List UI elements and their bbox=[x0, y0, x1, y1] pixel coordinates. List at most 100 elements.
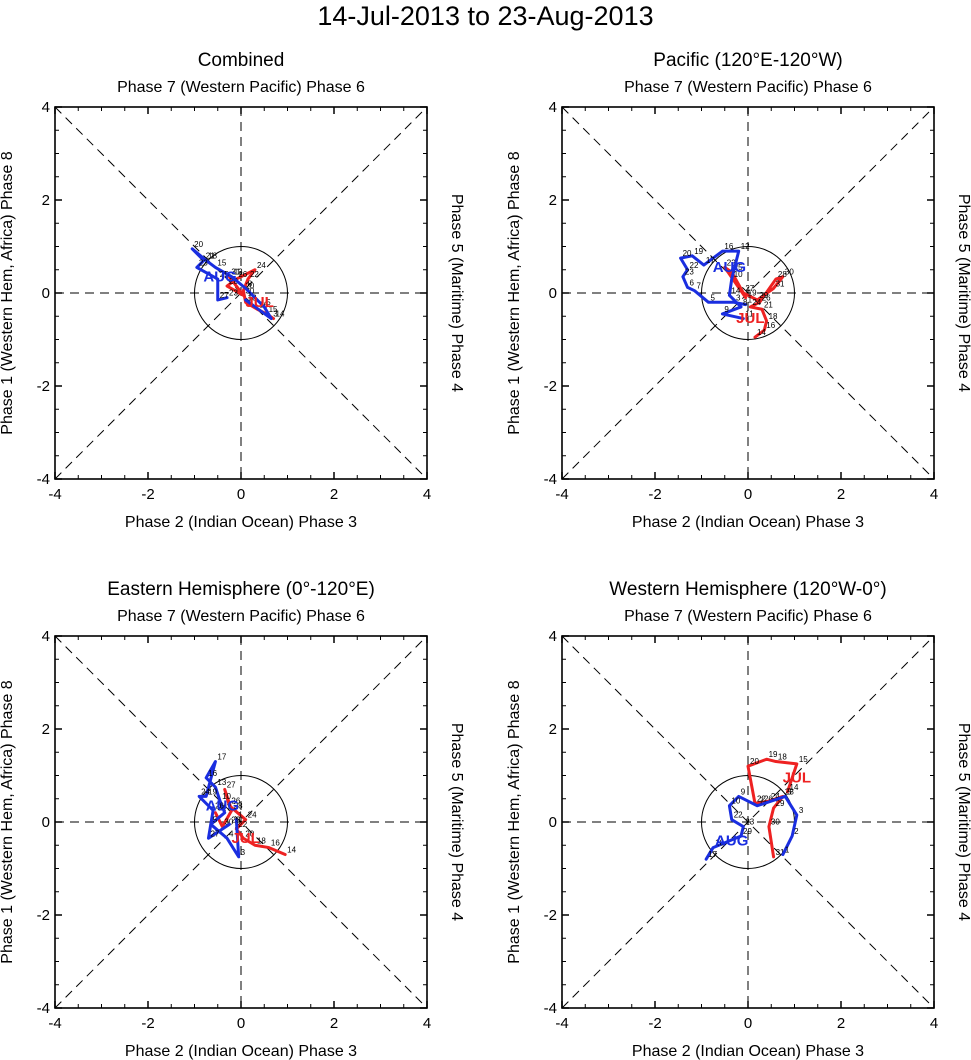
day-label: 25 bbox=[734, 263, 743, 272]
axis-label-top: Phase 7 (Western Pacific) Phase 6 bbox=[117, 79, 365, 96]
day-label: 19 bbox=[694, 247, 703, 256]
day-label: 29 bbox=[776, 799, 785, 808]
day-label: 20 bbox=[194, 240, 203, 249]
day-label: 5 bbox=[213, 815, 218, 824]
day-label: 21 bbox=[764, 300, 773, 309]
day-label: 22 bbox=[238, 820, 247, 829]
day-label: 7 bbox=[759, 797, 764, 806]
day-label: 7 bbox=[227, 804, 232, 813]
day-label: 25 bbox=[220, 270, 229, 279]
y-tick-label: 2 bbox=[42, 721, 50, 738]
axis-label-right: Phase 5 (Maritime) Phase 4 bbox=[448, 194, 465, 392]
x-tick-label: 4 bbox=[423, 1015, 431, 1032]
axis-label-top: Phase 7 (Western Pacific) Phase 6 bbox=[624, 79, 872, 96]
y-tick-label: 2 bbox=[549, 192, 557, 209]
day-label: 9 bbox=[741, 787, 746, 796]
trajectory-jul bbox=[213, 787, 287, 857]
day-label: 20 bbox=[750, 757, 759, 766]
day-label: 1 bbox=[748, 296, 753, 305]
panel-title: Pacific (120°E-120°W) bbox=[653, 50, 842, 71]
day-label: 16 bbox=[724, 242, 733, 251]
x-tick-label: 2 bbox=[837, 1015, 845, 1032]
month-label-aug: AUG bbox=[203, 268, 236, 285]
x-tick-label: 4 bbox=[930, 1015, 938, 1032]
month-label-jul: JUL bbox=[231, 830, 259, 847]
x-tick-label: 2 bbox=[837, 486, 845, 503]
day-label: 1 bbox=[238, 811, 243, 820]
month-label-jul: JUL bbox=[245, 294, 273, 311]
x-tick-label: 4 bbox=[423, 486, 431, 503]
day-label: 18 bbox=[208, 251, 217, 260]
day-label: 8 bbox=[248, 279, 253, 288]
day-label: 3 bbox=[273, 310, 278, 319]
day-label: 17 bbox=[706, 256, 715, 265]
day-label: 14 bbox=[757, 328, 766, 337]
y-tick-label: 0 bbox=[42, 285, 50, 302]
y-tick-label: 0 bbox=[42, 814, 50, 831]
day-label: 22 bbox=[690, 261, 699, 270]
month-label-aug: AUG bbox=[713, 259, 746, 276]
axis-label-left: Phase 1 (Western Hem, Africa) Phase 8 bbox=[0, 680, 16, 963]
day-label: 27 bbox=[220, 291, 229, 300]
month-label-aug: AUG bbox=[206, 797, 239, 814]
unit-circle bbox=[701, 246, 795, 340]
y-tick-label: -4 bbox=[544, 471, 557, 488]
day-label: 18 bbox=[257, 836, 266, 845]
trajectory-aug bbox=[704, 794, 799, 861]
day-label: 10 bbox=[731, 797, 740, 806]
unit-circle bbox=[194, 246, 288, 340]
day-label: 19 bbox=[769, 750, 778, 759]
day-label: 22 bbox=[727, 258, 736, 267]
trajectory-aug bbox=[679, 249, 748, 321]
day-label: 16 bbox=[271, 839, 280, 848]
x-tick-label: -2 bbox=[141, 486, 154, 503]
day-label: 5 bbox=[710, 293, 715, 302]
figure-title: 14-Jul-2013 to 23-Aug-2013 bbox=[317, 1, 654, 31]
y-tick-label: 2 bbox=[549, 721, 557, 738]
axis-label-top: Phase 7 (Western Pacific) Phase 6 bbox=[624, 608, 872, 625]
trajectory-aug bbox=[190, 247, 273, 321]
day-label: 29 bbox=[759, 291, 768, 300]
day-label: 1 bbox=[248, 291, 253, 300]
day-label: 26 bbox=[762, 293, 771, 302]
y-tick-label: -2 bbox=[544, 378, 557, 395]
y-tick-label: -4 bbox=[37, 1000, 50, 1017]
y-tick-label: -2 bbox=[37, 378, 50, 395]
day-label: 12 bbox=[234, 268, 243, 277]
day-label: 23 bbox=[685, 268, 694, 277]
day-label: 5 bbox=[266, 298, 271, 307]
day-label: 23 bbox=[745, 818, 754, 827]
day-label: 23 bbox=[229, 289, 238, 298]
day-label: 27 bbox=[227, 780, 236, 789]
day-label: 18 bbox=[778, 753, 787, 762]
panel-title: Western Hemisphere (120°W-0°) bbox=[609, 579, 886, 600]
trajectory-jul bbox=[746, 757, 799, 859]
day-label: 18 bbox=[715, 839, 724, 848]
panel-title: Eastern Hemisphere (0°-120°E) bbox=[107, 579, 375, 600]
phase-panel-1: Combined Phase 7 (Western Pacific) Phase … bbox=[0, 50, 465, 531]
day-label: 7 bbox=[697, 282, 702, 291]
day-label: 31 bbox=[776, 848, 785, 857]
axis-label-top: Phase 7 (Western Pacific) Phase 6 bbox=[117, 608, 365, 625]
day-label: 3 bbox=[736, 293, 741, 302]
day-label: 28 bbox=[229, 277, 238, 286]
day-label: 30 bbox=[224, 818, 233, 827]
axis-label-right: Phase 5 (Maritime) Phase 4 bbox=[955, 194, 971, 392]
day-label: 24 bbox=[201, 787, 210, 796]
unit-circle bbox=[194, 775, 288, 869]
day-label: 4 bbox=[229, 829, 234, 838]
day-label: 29 bbox=[231, 815, 240, 824]
day-label: 19 bbox=[748, 289, 757, 298]
day-label: 16 bbox=[766, 321, 775, 330]
day-label: 22 bbox=[734, 811, 743, 820]
day-label: 10 bbox=[734, 270, 743, 279]
x-tick-label: -4 bbox=[555, 486, 568, 503]
x-tick-label: 4 bbox=[930, 486, 938, 503]
day-label: 20 bbox=[245, 282, 254, 291]
y-tick-label: 4 bbox=[42, 99, 50, 116]
day-label: 19 bbox=[208, 787, 217, 796]
y-tick-label: -2 bbox=[37, 907, 50, 924]
axis-label-bottom: Phase 2 (Indian Ocean) Phase 3 bbox=[632, 514, 864, 531]
day-label: 5 bbox=[787, 787, 792, 796]
day-label: 16 bbox=[208, 769, 217, 778]
